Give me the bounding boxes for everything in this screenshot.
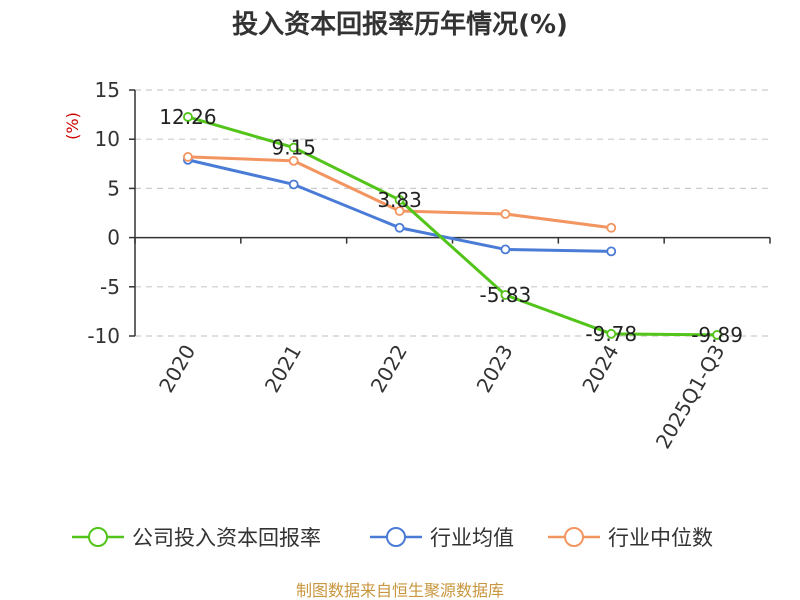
legend-label: 公司投入资本回报率 bbox=[132, 526, 321, 550]
data-point bbox=[500, 209, 511, 219]
data-point bbox=[183, 152, 193, 162]
series-line bbox=[187, 115, 718, 337]
y-tick-labels: 15 10 5 0 -5 -10 bbox=[87, 78, 120, 348]
legend-marker bbox=[88, 527, 108, 547]
data-point bbox=[288, 179, 299, 190]
x-tick-labels: 2020 2021 2022 2023 2024 2025Q1-Q3 bbox=[154, 341, 729, 453]
data-label: 3.83 bbox=[377, 188, 422, 212]
x-tick-label: 2020 bbox=[154, 341, 200, 397]
grid-lines bbox=[135, 89, 770, 337]
data-point bbox=[606, 246, 617, 257]
source-note: 制图数据来自恒生聚源数据库 bbox=[296, 581, 504, 600]
y-tick-label: 5 bbox=[107, 176, 120, 200]
data-point bbox=[606, 328, 617, 339]
legend: 公司投入资本回报率 行业均值 行业中位数 bbox=[72, 526, 713, 550]
data-label: -9.89 bbox=[691, 323, 743, 347]
data-point bbox=[183, 112, 193, 122]
data-label: -5.83 bbox=[480, 283, 532, 307]
legend-label: 行业均值 bbox=[430, 526, 514, 550]
data-point bbox=[394, 206, 405, 216]
data-label: 9.15 bbox=[271, 136, 316, 160]
data-point bbox=[500, 244, 511, 255]
data-point bbox=[606, 222, 617, 233]
x-tick-label: 2021 bbox=[260, 341, 306, 397]
x-tick-label: 2023 bbox=[472, 341, 518, 397]
data-label: -9.78 bbox=[585, 322, 637, 346]
y-tick-label: 10 bbox=[95, 127, 120, 151]
x-tick-label: 2025Q1-Q3 bbox=[651, 341, 730, 453]
series-group bbox=[183, 112, 722, 340]
data-labels: 12.26 9.15 3.83 -5.83 -9.78 -9.89 bbox=[159, 105, 743, 347]
y-tick-label: 0 bbox=[107, 226, 120, 250]
y-tick-label: -5 bbox=[100, 275, 120, 299]
x-tick-label: 2022 bbox=[366, 341, 412, 397]
legend-marker bbox=[564, 527, 584, 547]
data-label: 12.26 bbox=[159, 105, 216, 129]
chart-title: 投入资本回报率历年情况(%) bbox=[232, 9, 568, 40]
data-point bbox=[288, 155, 299, 166]
data-point bbox=[394, 222, 405, 233]
data-point bbox=[500, 290, 511, 300]
legend-marker bbox=[386, 527, 406, 547]
data-point bbox=[394, 195, 405, 205]
y-axis-label: (%) bbox=[63, 112, 82, 140]
x-tick-label: 2024 bbox=[577, 341, 623, 397]
legend-label: 行业中位数 bbox=[608, 526, 713, 550]
data-point bbox=[712, 330, 722, 340]
y-tick-label: 15 bbox=[95, 78, 120, 102]
data-point bbox=[288, 142, 299, 153]
y-tick-label: -10 bbox=[87, 324, 120, 348]
